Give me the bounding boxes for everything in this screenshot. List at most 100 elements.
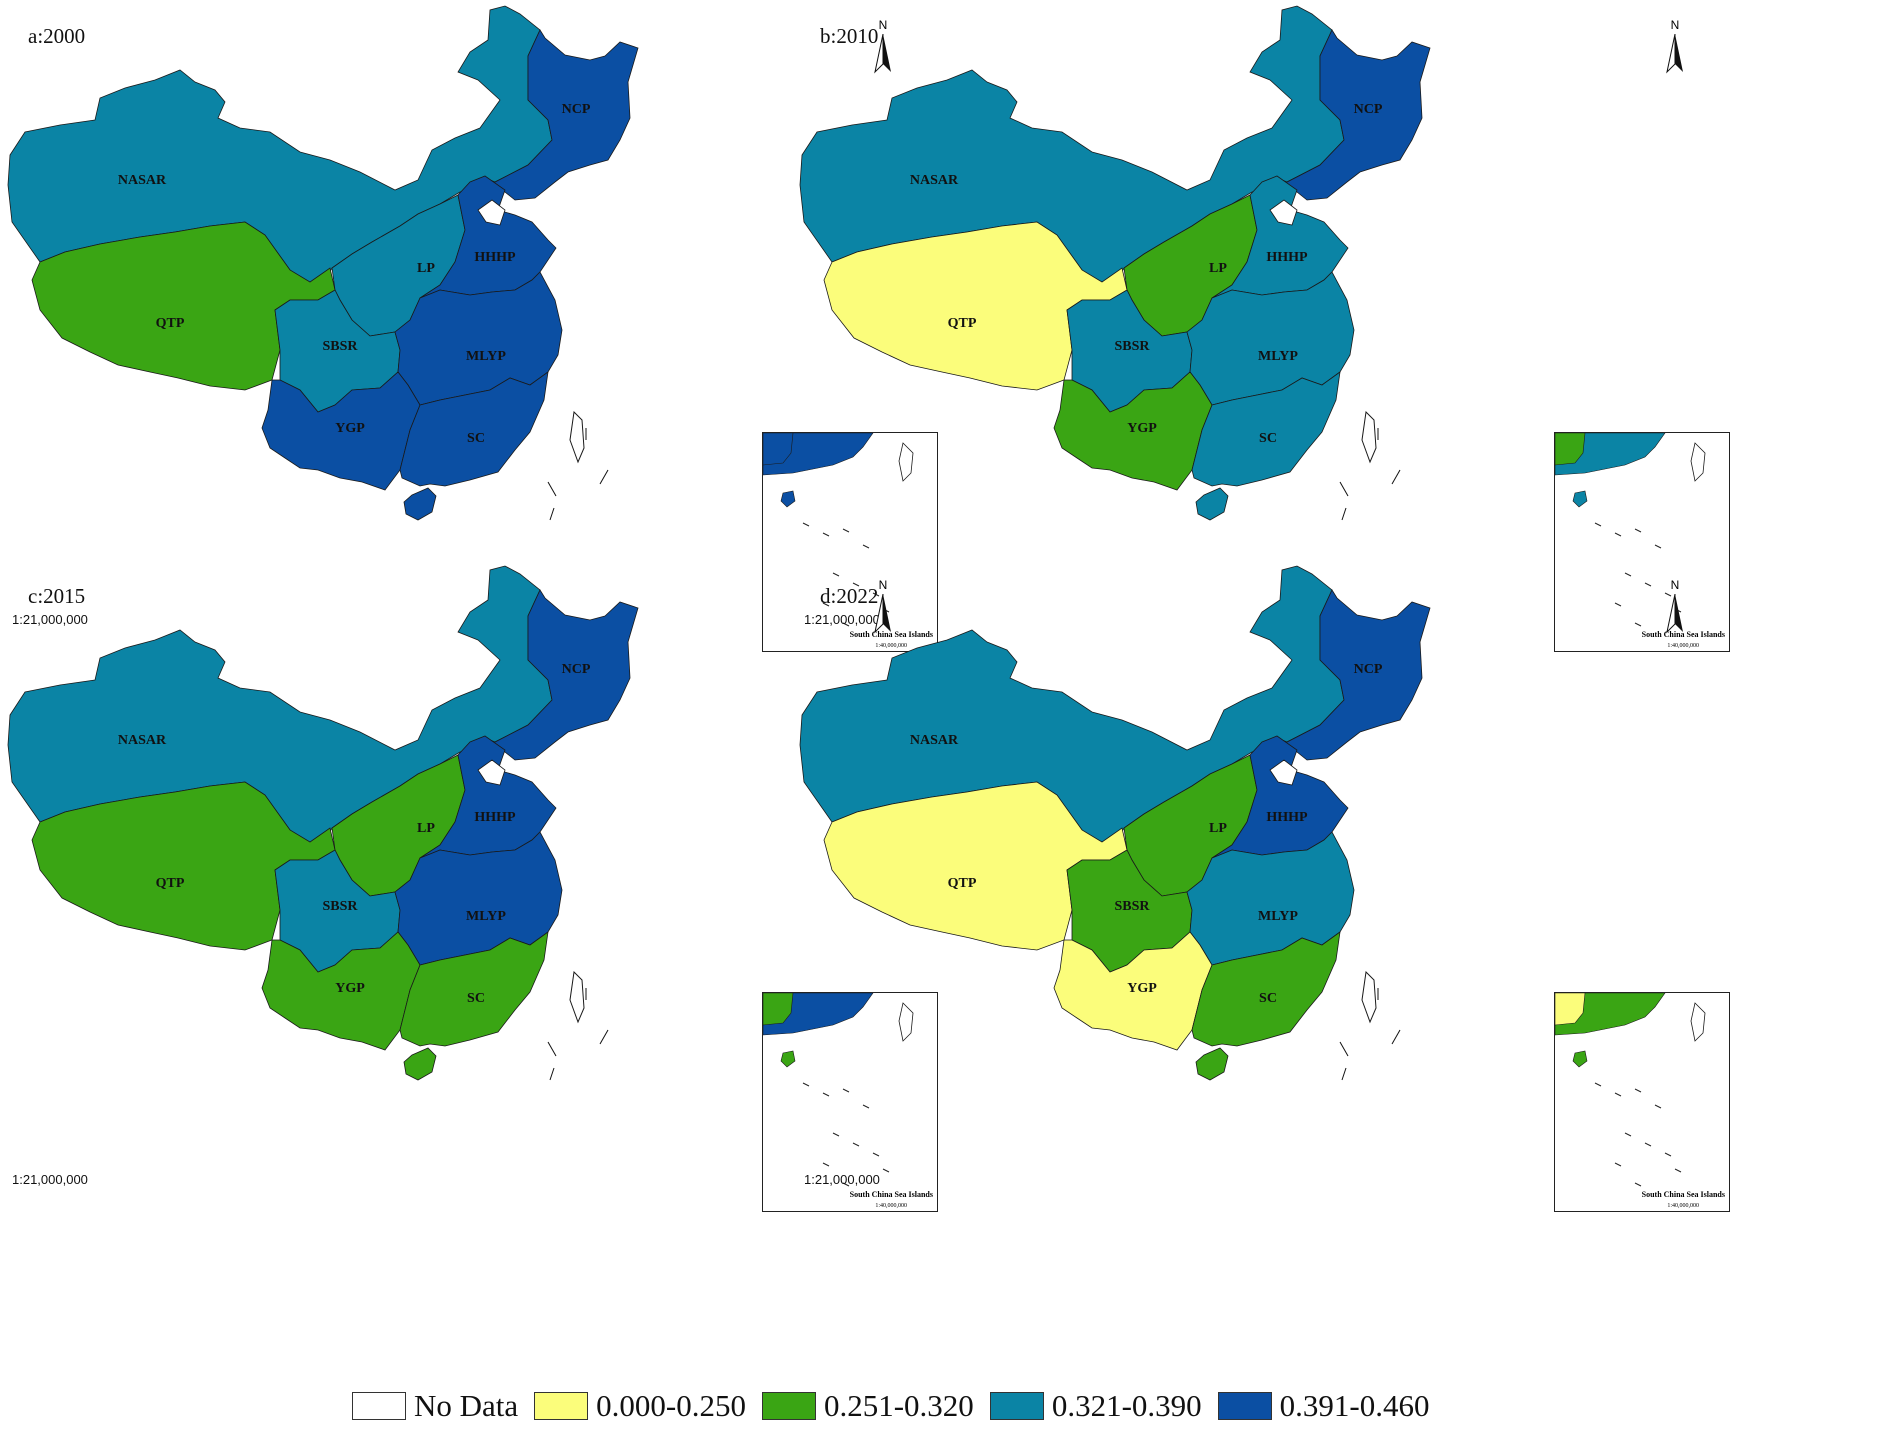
legend-label: 0.000-0.250: [596, 1388, 746, 1423]
boundary-mark: [1341, 507, 1347, 521]
region-ncp: [1281, 589, 1431, 761]
legend-label: 0.251-0.320: [823, 1388, 974, 1423]
panel-title: a:2000: [28, 24, 86, 48]
map-panel: NASAR NCP QTP LP HHHP SBSR MLYP YGP SC d:2022 1:21…: [792, 560, 1743, 1240]
north-label: N: [878, 18, 888, 32]
boundary-mark: [549, 1067, 555, 1081]
map-panel: NASAR NCP QTP LP HHHP SBSR MLYP YGP SC c:2015 1:21…: [0, 560, 951, 1240]
region-label: QTP: [156, 876, 185, 891]
region-label: NASAR: [118, 733, 167, 748]
map-scale: 1:21,000,000: [12, 612, 88, 627]
north-arrow-icon: N: [868, 18, 898, 78]
region-label: SBSR: [322, 339, 358, 354]
region-sc: [399, 931, 549, 1047]
legend: No Data 0.000-0.250 0.251-0.320 0.321-0.390…: [352, 1386, 1445, 1426]
region-label: YGP: [1127, 981, 1157, 996]
north-label: N: [1670, 578, 1680, 592]
boundary-mark: [547, 1041, 557, 1057]
taiwan-outline: [1361, 970, 1377, 1024]
legend-label: 0.391-0.460: [1279, 1388, 1430, 1423]
boundary-mark: [1339, 481, 1349, 497]
region-label: NASAR: [910, 173, 959, 188]
region-label: SC: [1259, 991, 1277, 1006]
region-label: NCP: [562, 102, 591, 117]
inset-title: South China Sea Islands: [849, 1190, 933, 1199]
region-label: YGP: [335, 421, 365, 436]
legend-item: 0.251-0.320: [761, 1388, 974, 1424]
region-label: SC: [1259, 431, 1277, 446]
inset-title: South China Sea Islands: [1641, 630, 1725, 639]
region-label: LP: [1209, 821, 1227, 836]
region-label: QTP: [156, 316, 185, 331]
china-map: NASAR NCP QTP LP HHHP SBSR MLYP YGP SC: [7, 565, 639, 1081]
region-label: NASAR: [910, 733, 959, 748]
region-label: MLYP: [466, 349, 506, 364]
bohai-sea: [1269, 199, 1298, 226]
region-label: YGP: [335, 981, 365, 996]
boundary-mark: [1391, 469, 1401, 485]
legend-item: No Data: [352, 1388, 518, 1424]
inset-title: South China Sea Islands: [1641, 1190, 1725, 1199]
bohai-sea: [477, 199, 506, 226]
panel-title: c:2015: [28, 584, 86, 608]
legend-item: 0.391-0.460: [1217, 1388, 1430, 1424]
legend-item: 0.321-0.390: [989, 1388, 1202, 1424]
region-label: QTP: [948, 316, 977, 331]
north-label: N: [878, 578, 888, 592]
region-label: HHHP: [474, 250, 516, 265]
region-ncp: [489, 29, 639, 201]
inset-title: South China Sea Islands: [849, 630, 933, 639]
region-label: NCP: [562, 662, 591, 677]
south-china-sea-inset: South China Sea Islands 1:40,000,000: [1554, 992, 1730, 1212]
bohai-sea: [477, 759, 506, 786]
region-label: NCP: [1354, 102, 1383, 117]
legend-swatch: [352, 1392, 406, 1420]
region-label: SC: [467, 431, 485, 446]
region-label: SBSR: [1114, 339, 1150, 354]
china-map: NASAR NCP QTP LP HHHP SBSR MLYP YGP SC: [799, 565, 1431, 1081]
region-label: HHHP: [474, 810, 516, 825]
region-sc: [1191, 371, 1341, 487]
inset-scale: 1:40,000,000: [1667, 1203, 1699, 1209]
region-label: QTP: [948, 876, 977, 891]
boundary-mark: [1391, 1029, 1401, 1045]
legend-label: No Data: [414, 1388, 519, 1423]
taiwan-outline: [569, 410, 585, 464]
region-label: NCP: [1354, 662, 1383, 677]
north-label: N: [1670, 18, 1680, 32]
south-china-sea-inset: South China Sea Islands 1:40,000,000: [762, 432, 938, 652]
taiwan-outline: [569, 970, 585, 1024]
region-label: NASAR: [118, 173, 167, 188]
region-label: LP: [1209, 261, 1227, 276]
legend-swatch: [534, 1392, 589, 1420]
map-panel: NASAR NCP QTP LP HHHP SBSR MLYP YGP SC a:2000 1:21…: [0, 0, 951, 680]
inset-scale: 1:40,000,000: [875, 643, 907, 649]
map-scale: 1:21,000,000: [12, 1172, 88, 1187]
region-label: HHHP: [1266, 250, 1308, 265]
panel-title: b:2010: [820, 24, 879, 48]
region-label: SBSR: [322, 899, 358, 914]
china-map: NASAR NCP QTP LP HHHP SBSR MLYP YGP SC: [799, 5, 1431, 521]
boundary-mark: [547, 481, 557, 497]
inset-scale: 1:40,000,000: [875, 1203, 907, 1209]
region-hainan: [1195, 1047, 1229, 1081]
taiwan-outline: [1361, 410, 1377, 464]
map-panel: NASAR NCP QTP LP HHHP SBSR MLYP YGP SC b:2010 1:21…: [792, 0, 1743, 680]
region-label: MLYP: [466, 909, 506, 924]
china-map: NASAR NCP QTP LP HHHP SBSR MLYP YGP SC: [7, 5, 639, 521]
region-label: MLYP: [1258, 349, 1298, 364]
map-scale: 1:21,000,000: [804, 1172, 880, 1187]
panel-title: d:2022: [820, 584, 879, 608]
region-hainan: [403, 487, 437, 521]
region-ncp: [1281, 29, 1431, 201]
region-sc: [399, 371, 549, 487]
region-label: LP: [417, 821, 435, 836]
region-label: YGP: [1127, 421, 1157, 436]
boundary-mark: [599, 469, 609, 485]
region-sc: [1191, 931, 1341, 1047]
bohai-sea: [1269, 759, 1298, 786]
boundary-mark: [1339, 1041, 1349, 1057]
boundary-mark: [599, 1029, 609, 1045]
region-ncp: [489, 589, 639, 761]
legend-swatch: [1217, 1392, 1272, 1420]
